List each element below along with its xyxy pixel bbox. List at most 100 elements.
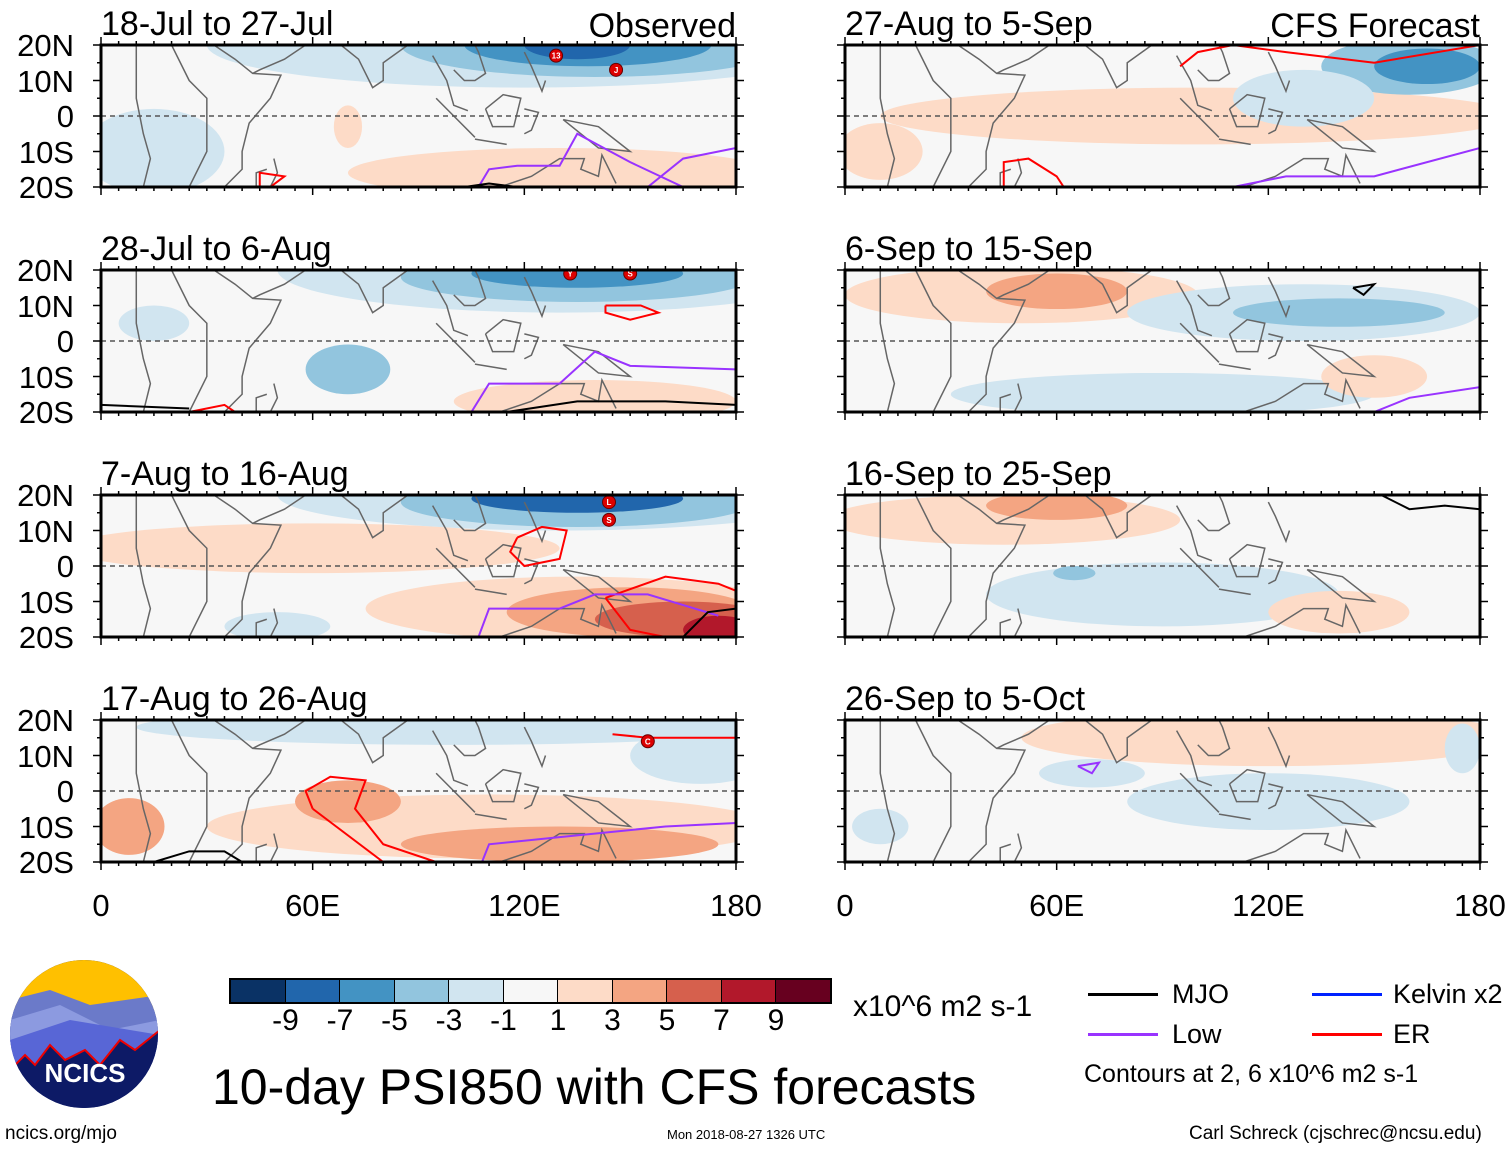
panel-title: 26-Sep to 5-Oct [845, 680, 1086, 718]
wave-contour [1373, 386, 1480, 412]
coastline [1267, 276, 1291, 319]
tropical-cyclone-icon [623, 270, 638, 281]
wave-contour [477, 593, 719, 637]
lat-tick-label: 10N [17, 63, 74, 99]
map-panel [837, 37, 1488, 195]
colorbar-swatch [667, 980, 722, 1002]
forecast-label: CFS Forecast [1270, 7, 1480, 45]
anomaly-region [1268, 590, 1410, 634]
coastline [484, 543, 522, 578]
anomaly-region [1053, 566, 1096, 581]
coastline [1267, 51, 1291, 94]
coastline [879, 495, 896, 637]
coastline [340, 720, 409, 764]
coastline [255, 843, 268, 862]
coastline [1267, 783, 1284, 810]
coastline [170, 270, 208, 412]
coastline [431, 730, 469, 787]
tropical-cyclone-icon [602, 512, 616, 527]
coastline [1306, 568, 1377, 603]
wave-contour [605, 575, 736, 599]
colorbar-tick-label: -7 [326, 1004, 354, 1037]
coastline [1197, 720, 1231, 757]
colorbar-swatch [394, 980, 449, 1002]
anomaly-region [845, 123, 923, 180]
coastline [340, 270, 409, 314]
coastline [1267, 726, 1291, 769]
lon-tick-label: 0 [92, 888, 110, 923]
lat-tick-label: 0 [56, 324, 74, 359]
anomaly-region [101, 523, 560, 574]
coastline [879, 720, 896, 862]
coastline [1218, 363, 1251, 371]
coastline [1267, 333, 1284, 360]
anomaly-region [101, 108, 225, 187]
coastline [135, 720, 152, 862]
wave-contour [506, 400, 736, 412]
coastline [474, 588, 507, 596]
tropical-cyclone-icon [640, 734, 655, 749]
panel-title: 7-Aug to 16-Aug [101, 455, 349, 493]
coastline [252, 720, 307, 750]
anomaly-region [224, 612, 331, 637]
legend-kelvin-line [1312, 993, 1382, 996]
wave-contour [604, 597, 666, 637]
storm-label: S [606, 516, 612, 525]
storm-label: S [627, 270, 633, 279]
wave-contour [509, 525, 568, 568]
coastline [1084, 495, 1153, 539]
map-panel [837, 262, 1488, 420]
coastline [431, 280, 469, 337]
coastline [999, 393, 1012, 412]
wave-contour [647, 146, 736, 187]
coastline [1228, 318, 1266, 353]
colorbar-swatch [231, 980, 286, 1002]
timestamp: Mon 2018-08-27 1326 UTC [667, 1127, 826, 1142]
coastline [269, 608, 279, 637]
lon-tick-label: 120E [1232, 888, 1305, 923]
coastline [523, 783, 540, 810]
colorbar-swatch [285, 980, 340, 1002]
anomaly-region [400, 826, 719, 862]
anomaly-region [1021, 720, 1480, 767]
tropical-cyclone-icon [563, 270, 578, 281]
coastline [170, 45, 208, 187]
colorbar-swatch [776, 980, 830, 1002]
coastline [453, 495, 487, 532]
tropical-cyclone-icon [609, 62, 624, 77]
panel-title: 6-Sep to 15-Sep [845, 230, 1093, 268]
coastline [879, 45, 896, 187]
lat-tick-label: 10N [17, 738, 74, 774]
wave-contour [153, 850, 243, 862]
storm-label: 13 [552, 52, 561, 61]
lat-tick-label: 20N [17, 253, 74, 288]
colorbar-swatch [340, 980, 395, 1002]
lat-tick-label: 20N [17, 478, 74, 513]
coastline [135, 495, 152, 637]
coastline [999, 843, 1012, 862]
coastline [135, 45, 152, 187]
coastline [1175, 505, 1213, 562]
coastline [213, 270, 283, 412]
coastline [523, 108, 540, 135]
units-label: x10^6 m2 s-1 [853, 990, 1033, 1023]
map-panel [837, 712, 1488, 870]
colorbar-tick-label: -5 [381, 1004, 408, 1037]
lat-tick-label: 20S [18, 620, 74, 655]
coastline [252, 495, 307, 525]
colorbar-swatch [612, 980, 667, 1002]
coastline [1243, 152, 1361, 187]
lat-tick-label: 10S [18, 584, 74, 620]
map-panel: LS [93, 487, 744, 645]
wave-contour [101, 403, 190, 410]
coastline [523, 558, 540, 585]
coastline [213, 45, 283, 187]
lat-tick-label: 10S [18, 134, 74, 170]
coastline [996, 45, 1051, 75]
site-url[interactable]: ncics.org/mjo [5, 1123, 117, 1144]
coastline [484, 318, 522, 353]
wave-contour [1352, 282, 1378, 297]
coastline [1084, 45, 1153, 89]
wave-contour [470, 350, 736, 412]
anomaly-region [471, 495, 684, 513]
